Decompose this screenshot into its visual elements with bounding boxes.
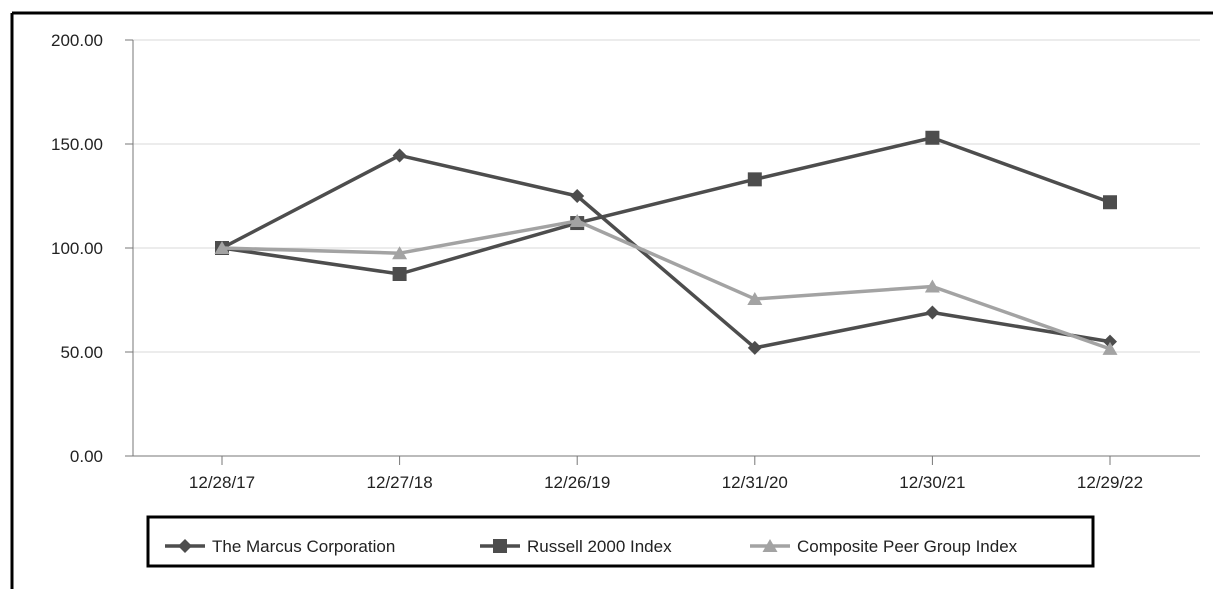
legend-label: Russell 2000 Index: [527, 537, 672, 556]
data-point-diamond: [1103, 334, 1117, 349]
data-point-square: [747, 172, 762, 187]
data-point-square: [1103, 195, 1117, 210]
legend-item: Russell 2000 Index: [480, 537, 672, 556]
legend-item: The Marcus Corporation: [165, 537, 395, 556]
x-tick-label: 12/31/20: [722, 473, 788, 492]
y-tick-label: 200.00: [51, 31, 103, 50]
legend: The Marcus Corporation Russell 2000 Index…: [146, 515, 1095, 568]
data-point-diamond: [747, 340, 762, 355]
legend-label: The Marcus Corporation: [212, 537, 395, 556]
x-tick-label: 12/26/19: [544, 473, 610, 492]
data-point-triangle: [569, 213, 585, 227]
y-tick-label: 150.00: [51, 135, 103, 154]
y-tick-label: 50.00: [60, 343, 103, 362]
series-line: [221, 219, 1111, 351]
legend-item: Composite Peer Group Index: [750, 537, 1018, 556]
legend-swatch-marker: [762, 539, 778, 552]
series-triangle: [214, 213, 1118, 355]
data-point-diamond: [570, 189, 585, 203]
data-point-triangle: [924, 279, 940, 293]
gridlines: [133, 39, 1200, 353]
y-tick-labels: 0.00 50.00 100.00 150.00 200.00: [51, 31, 133, 466]
data-point-square: [925, 130, 940, 145]
legend-label: Composite Peer Group Index: [797, 537, 1018, 556]
legend-items: The Marcus Corporation Russell 2000 Index…: [165, 537, 1018, 556]
series-line: [221, 136, 1111, 276]
data-point-square: [392, 267, 407, 281]
data-point-triangle: [392, 246, 408, 260]
chart-frame: [10, 11, 1213, 589]
y-tick-label: 100.00: [51, 239, 103, 258]
x-tick-label: 12/29/22: [1077, 473, 1143, 492]
legend-swatch-marker: [493, 539, 507, 553]
x-tick-labels: 12/28/17 12/27/18 12/26/19 12/31/20 12/30/21…: [189, 456, 1143, 492]
x-tick-label: 12/27/18: [367, 473, 433, 492]
data-point-diamond: [925, 305, 940, 320]
data-point-diamond: [392, 148, 407, 163]
series-line: [221, 153, 1111, 350]
legend-box: [146, 515, 1095, 568]
x-tick-label: 12/28/17: [189, 473, 255, 492]
data-point-triangle: [747, 291, 763, 305]
y-tick-label: 0.00: [70, 447, 103, 466]
data-point-triangle: [1102, 341, 1118, 355]
data-point-triangle: [214, 241, 230, 254]
legend-swatch-marker: [178, 539, 192, 553]
series-lines: [214, 130, 1118, 355]
x-tick-label: 12/30/21: [899, 473, 965, 492]
